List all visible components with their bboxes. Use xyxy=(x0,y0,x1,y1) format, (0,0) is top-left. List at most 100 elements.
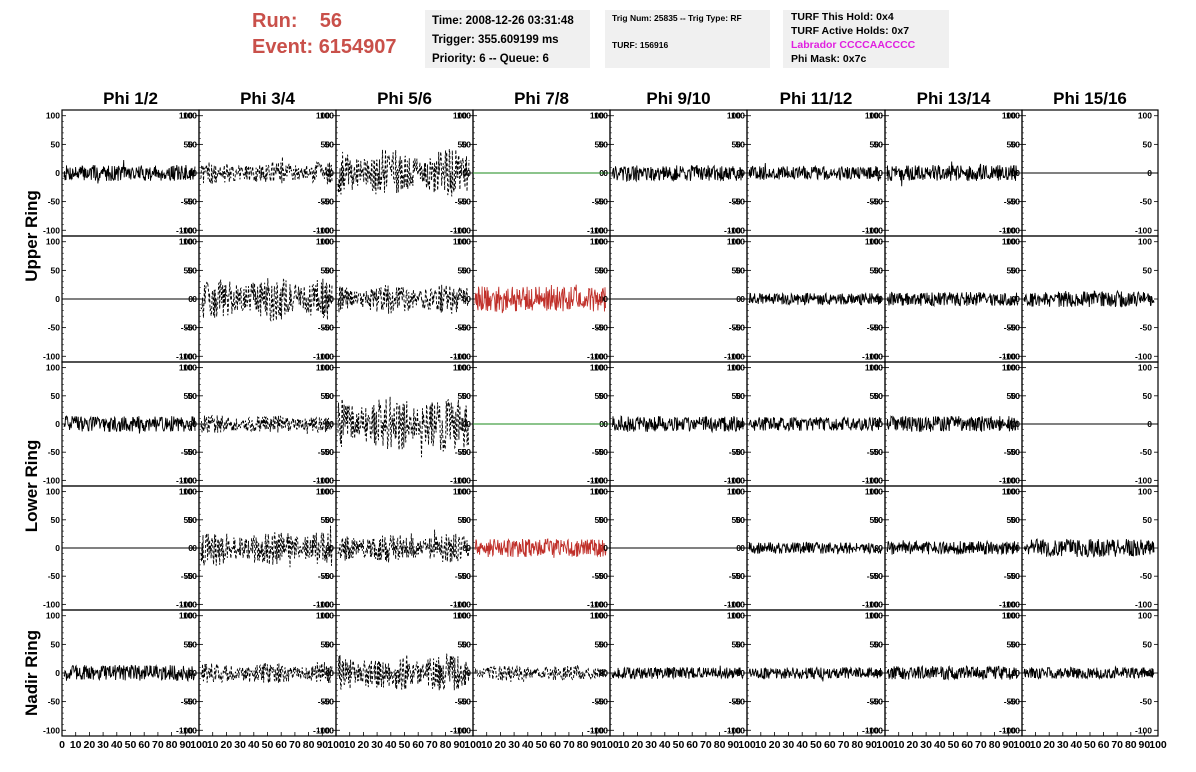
turf-active-text: TURF Active Holds: 0x7 xyxy=(791,25,910,37)
x-tick-label: 100 xyxy=(601,739,619,751)
y-tick-label: -100 xyxy=(313,599,330,609)
y-tick-label: 0 xyxy=(1015,419,1020,429)
y-tick-label: 100 xyxy=(1002,111,1016,121)
y-tick-label: 100 xyxy=(869,487,883,497)
y-tick-label: -100 xyxy=(313,351,330,361)
waveform-trace xyxy=(886,291,1019,308)
phi-title: Phi 11/12 xyxy=(780,89,853,108)
y-tick-label: 0 xyxy=(740,419,745,429)
y-tick-label: 0 xyxy=(1011,294,1016,304)
y-tick-label: -100 xyxy=(180,225,197,235)
waveform-trace xyxy=(474,538,607,558)
y-tick-label: 50 xyxy=(736,515,746,525)
y-tick-label: -50 xyxy=(455,323,468,333)
y-tick-label: 0 xyxy=(736,168,741,178)
y-tick-label: -50 xyxy=(592,323,605,333)
y-tick-label: 100 xyxy=(865,363,879,373)
y-tick-label: 100 xyxy=(1002,363,1016,373)
x-tick-label: 30 xyxy=(371,739,383,751)
y-tick-label: -100 xyxy=(1135,351,1152,361)
y-tick-label: -100 xyxy=(176,225,193,235)
x-tick-label: 10 xyxy=(70,739,82,751)
y-tick-label: 50 xyxy=(1007,139,1017,149)
y-tick-label: -100 xyxy=(317,475,334,485)
y-tick-label: -50 xyxy=(318,197,331,207)
x-tick-label: 50 xyxy=(125,739,137,751)
y-tick-label: 50 xyxy=(1143,639,1153,649)
y-tick-label: 0 xyxy=(192,543,197,553)
y-tick-label: 50 xyxy=(599,139,609,149)
waveform-trace xyxy=(1023,665,1155,680)
x-tick-label: 70 xyxy=(426,739,438,751)
y-tick-label: 100 xyxy=(453,611,467,621)
y-tick-label: -100 xyxy=(724,599,741,609)
y-tick-label: -50 xyxy=(48,323,61,333)
x-tick-label: 20 xyxy=(632,739,644,751)
x-tick-label: 60 xyxy=(1098,739,1110,751)
y-tick-label: -100 xyxy=(1003,599,1020,609)
y-tick-label: 100 xyxy=(1138,363,1152,373)
y-tick-label: -50 xyxy=(867,697,880,707)
y-tick-label: 0 xyxy=(325,168,330,178)
y-tick-label: -100 xyxy=(587,599,604,609)
y-tick-label: 100 xyxy=(179,487,193,497)
y-tick-label: -50 xyxy=(871,571,884,581)
y-tick-label: -50 xyxy=(867,323,880,333)
y-tick-label: -50 xyxy=(318,323,331,333)
y-tick-label: 100 xyxy=(457,611,471,621)
y-tick-label: 0 xyxy=(603,294,608,304)
y-tick-label: 50 xyxy=(325,139,335,149)
waveform-trace xyxy=(63,664,196,683)
y-tick-label: 100 xyxy=(46,111,60,121)
x-tick-label: 90 xyxy=(727,739,739,751)
y-tick-label: 100 xyxy=(453,487,467,497)
x-tick-label: 30 xyxy=(508,739,520,751)
y-tick-label: 100 xyxy=(316,363,330,373)
y-tick-label: -50 xyxy=(1008,447,1021,457)
y-tick-label: 0 xyxy=(329,668,334,678)
y-tick-label: -100 xyxy=(591,599,608,609)
y-tick-label: 50 xyxy=(51,391,61,401)
y-tick-label: 0 xyxy=(55,168,60,178)
y-tick-label: -50 xyxy=(729,447,742,457)
y-tick-label: 50 xyxy=(458,639,468,649)
y-tick-label: 0 xyxy=(874,543,879,553)
y-tick-label: 100 xyxy=(453,237,467,247)
turf-num-text: TURF: 156916 xyxy=(612,40,669,50)
x-tick-label: 50 xyxy=(536,739,548,751)
y-tick-label: 100 xyxy=(731,363,745,373)
y-tick-label: -100 xyxy=(728,725,745,735)
y-tick-label: 100 xyxy=(594,487,608,497)
waveform-trace xyxy=(63,415,196,434)
y-tick-label: 0 xyxy=(1015,168,1020,178)
x-tick-label: 10 xyxy=(893,739,905,751)
y-tick-label: 0 xyxy=(329,543,334,553)
waveform-trace xyxy=(337,396,470,458)
x-tick-label: 0 xyxy=(59,739,65,751)
y-tick-label: 100 xyxy=(1138,611,1152,621)
y-tick-label: 0 xyxy=(740,168,745,178)
y-tick-label: 100 xyxy=(1002,237,1016,247)
y-tick-label: 50 xyxy=(595,391,605,401)
y-tick-label: -100 xyxy=(591,725,608,735)
y-tick-label: 50 xyxy=(184,515,194,525)
x-tick-label: 90 xyxy=(316,739,328,751)
y-tick-label: -50 xyxy=(185,197,198,207)
y-tick-label: 100 xyxy=(320,237,334,247)
y-tick-label: -100 xyxy=(587,351,604,361)
y-tick-label: -100 xyxy=(862,725,879,735)
y-tick-label: 50 xyxy=(870,391,880,401)
y-tick-label: 100 xyxy=(594,237,608,247)
y-tick-label: -100 xyxy=(317,225,334,235)
y-tick-label: -50 xyxy=(1008,571,1021,581)
